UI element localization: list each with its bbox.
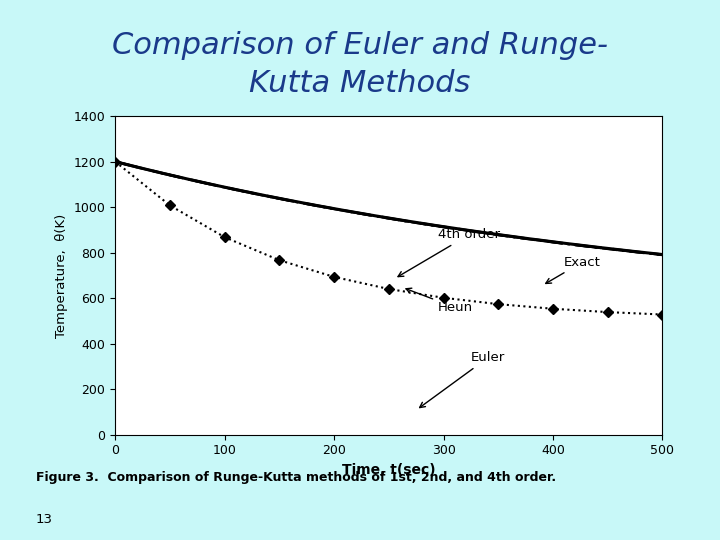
Y-axis label: Temperature,  θ(K): Temperature, θ(K) <box>55 213 68 338</box>
Text: Heun: Heun <box>406 288 473 314</box>
Text: Figure 3.  Comparison of Runge-Kutta methods of 1st, 2nd, and 4th order.: Figure 3. Comparison of Runge-Kutta meth… <box>36 471 556 484</box>
Text: Kutta Methods: Kutta Methods <box>249 69 471 98</box>
Text: Exact: Exact <box>546 255 600 284</box>
Text: Comparison of Euler and Runge-: Comparison of Euler and Runge- <box>112 31 608 60</box>
Text: 4th order: 4th order <box>398 228 500 276</box>
Text: 13: 13 <box>36 513 53 526</box>
Text: Euler: Euler <box>420 351 505 408</box>
X-axis label: Time, t(sec): Time, t(sec) <box>342 463 436 477</box>
